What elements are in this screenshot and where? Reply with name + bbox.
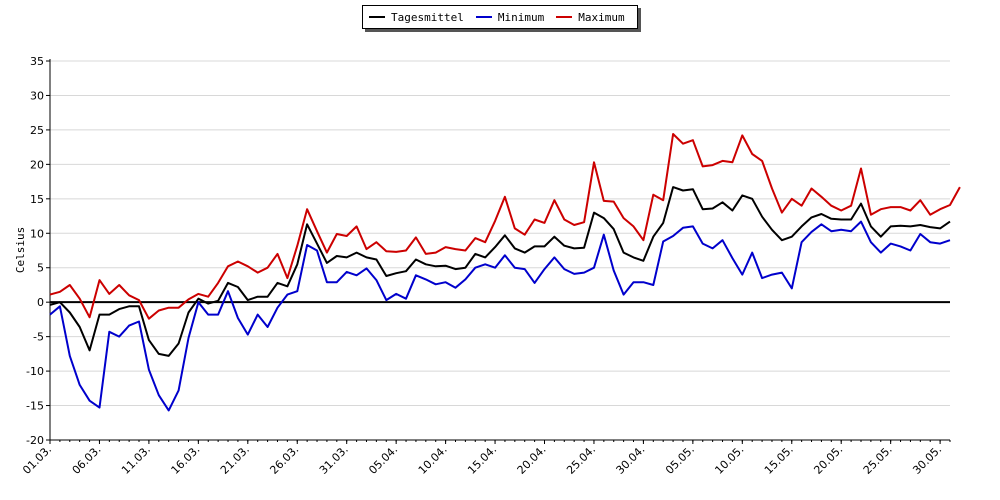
series-lines: [49, 133, 961, 412]
series-line-tagesmittel: [49, 186, 951, 357]
x-tick-label: 05.05.: [663, 443, 697, 477]
x-tick-label: 30.04.: [614, 443, 648, 477]
y-tick-label: 20: [30, 158, 44, 171]
legend-label-maximum: Maximum: [578, 10, 625, 24]
y-tick-label: 0: [37, 296, 44, 309]
grid-lines: [50, 60, 950, 441]
x-tick-label: 26.03.: [267, 443, 301, 477]
y-tick-label: 15: [30, 193, 44, 206]
y-axis-label: Celsius: [14, 227, 27, 273]
x-tick-label: 21.03.: [218, 443, 252, 477]
series-line-maximum: [49, 133, 961, 320]
legend-item-minimum: Minimum: [475, 10, 545, 24]
x-tick-label: 11.03.: [119, 443, 153, 477]
y-tick-label: 25: [30, 124, 44, 137]
legend-item-tagesmittel: Tagesmittel: [369, 11, 464, 24]
y-tick-label: 35: [30, 55, 44, 68]
x-tick-label: 15.05.: [762, 443, 796, 477]
legend: Tagesmittel Minimum Maximum: [362, 5, 638, 29]
x-tick-label: 20.05.: [811, 443, 845, 477]
legend-label-minimum: Minimum: [497, 10, 545, 24]
y-tick-label: 10: [30, 227, 44, 240]
y-tick-label: -20: [26, 434, 44, 447]
x-tick-label: 10.05.: [712, 443, 746, 477]
y-tick-label: -15: [26, 400, 44, 413]
legend-swatch-minimum: [475, 16, 492, 18]
x-tick-label: 25.04.: [564, 443, 598, 477]
y-tick-label: 30: [30, 89, 44, 102]
x-tick-label: 06.03.: [70, 443, 104, 477]
x-tick-label: 10.04.: [416, 443, 450, 477]
x-tick-label: 30.05.: [910, 443, 944, 477]
x-tick-label: 20.04.: [515, 443, 549, 477]
series-line-minimum: [49, 220, 951, 412]
legend-item-maximum: Maximum: [556, 10, 625, 24]
x-tick-label: 16.03.: [169, 443, 203, 477]
x-tick-label: 31.03.: [317, 443, 351, 477]
legend-swatch-tagesmittel: [369, 16, 385, 18]
y-tick-label: -5: [33, 331, 44, 344]
legend-label-tagesmittel: Tagesmittel: [391, 10, 464, 24]
x-tick-label: 25.05.: [861, 443, 895, 477]
axes: [46, 59, 951, 444]
y-tick-label: -10: [26, 365, 44, 378]
x-tick-label: 05.04.: [366, 443, 400, 477]
legend-swatch-maximum: [556, 16, 573, 18]
x-tick-label: 01.03.: [20, 443, 54, 477]
x-tick-label: 15.04.: [465, 443, 499, 477]
y-tick-label: 5: [37, 262, 44, 275]
